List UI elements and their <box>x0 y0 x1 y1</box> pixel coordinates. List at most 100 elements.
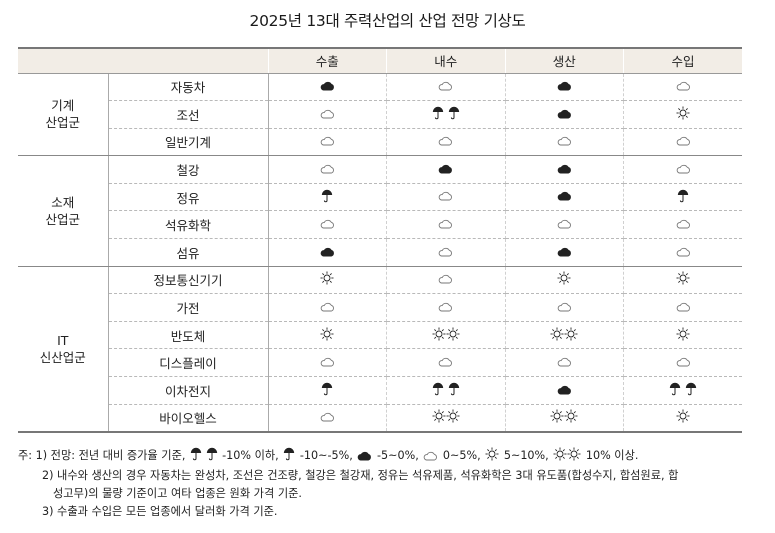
dark-cloud-icon <box>320 80 335 94</box>
dark-cloud-icon <box>320 246 335 260</box>
forecast-table-container: 수출 내수 생산 수입 기계 산업군 자동차 조선 일반기계 소재 산업군 철강 정유 석유화학… <box>18 47 742 433</box>
umbrella-icon <box>321 189 333 206</box>
forecast-cell-production <box>505 183 624 212</box>
table-row: 반도체 <box>18 321 742 350</box>
forecast-cell-import <box>623 376 742 405</box>
forecast-cell-domestic <box>386 128 506 157</box>
industry-name: 디스플레이 <box>108 348 269 378</box>
table-row: IT 신산업군 정보통신기기 <box>18 266 742 433</box>
forecast-cell-import <box>623 238 742 267</box>
forecast-cell-export <box>268 376 387 405</box>
dark-cloud-icon <box>557 190 572 204</box>
industry-name: 조선 <box>108 100 269 129</box>
cloud-icon <box>320 108 335 122</box>
footnote-2-line-1: 2) 내수와 생산의 경우 자동차는 완성차, 조선은 건조량, 철강은 철강재… <box>42 469 679 482</box>
industry-name: 이차전지 <box>108 376 269 405</box>
forecast-cell-export <box>268 348 387 378</box>
industry-group-label: IT 신산업군 <box>18 266 109 433</box>
forecast-cell-import <box>623 100 742 129</box>
legend-range-text: 10% 이상. <box>582 449 639 462</box>
table-row: 조선 <box>18 100 742 129</box>
industry-name: 철강 <box>108 155 269 184</box>
cloud-icon <box>438 356 453 370</box>
dark-cloud-icon <box>357 449 372 467</box>
cloud-icon <box>676 246 691 260</box>
cloud-icon <box>320 356 335 370</box>
forecast-cell-domestic <box>386 321 506 350</box>
sun-icon <box>557 271 571 288</box>
cloud-icon <box>676 135 691 149</box>
forecast-cell-import <box>623 348 742 378</box>
page-title: 2025년 13대 주력산업의 산업 전망 기상도 <box>249 12 526 30</box>
sun-icon <box>320 271 334 288</box>
cloud-icon <box>438 190 453 204</box>
forecast-cell-domestic <box>386 155 506 184</box>
forecast-cell-export <box>268 404 387 433</box>
column-header-production: 생산 <box>504 47 624 74</box>
dark-cloud-icon <box>557 80 572 94</box>
cloud-icon <box>438 135 453 149</box>
forecast-cell-import <box>623 73 742 102</box>
forecast-cell-export <box>268 73 387 102</box>
industry-name: 일반기계 <box>108 128 269 157</box>
forecast-cell-import <box>623 404 742 433</box>
industry-group-label-line: 신산업군 <box>39 349 86 365</box>
dark-cloud-icon <box>557 163 572 177</box>
forecast-cell-import <box>623 266 742 295</box>
forecast-cell-import <box>623 210 742 240</box>
dark-cloud-icon <box>557 246 572 260</box>
cloud-icon <box>438 80 453 94</box>
double-umbrella-icon <box>190 447 218 467</box>
forecast-cell-production <box>505 155 624 184</box>
cloud-icon <box>676 218 691 232</box>
sun-icon <box>676 409 690 426</box>
cloud-icon <box>676 301 691 315</box>
forecast-cell-domestic <box>386 376 506 405</box>
forecast-cell-domestic <box>386 348 506 378</box>
forecast-cell-production <box>505 128 624 157</box>
industry-group-label-line: 산업군 <box>45 211 80 227</box>
cloud-icon <box>320 411 335 425</box>
industry-name: 정보통신기기 <box>108 266 269 295</box>
dark-cloud-icon <box>557 108 572 122</box>
forecast-cell-domestic <box>386 73 506 102</box>
double-sun-icon <box>553 447 581 467</box>
double-sun-icon <box>550 327 578 344</box>
industry-name: 바이오헬스 <box>108 404 269 433</box>
sun-icon <box>320 327 334 344</box>
footnote-1-prefix: 주: 1) 전망: 전년 대비 증가율 기준, <box>18 449 186 462</box>
icon-legend: -10% 이하, -10~-5%, -5~0%, 0~5%, 5~10%, 10… <box>189 447 639 462</box>
cloud-icon <box>320 135 335 149</box>
table-row: 석유화학 <box>18 210 742 240</box>
double-sun-icon <box>432 409 460 426</box>
table-row: 가전 <box>18 293 742 322</box>
double-umbrella-icon <box>669 382 697 399</box>
sun-icon <box>676 327 690 344</box>
table-row: 일반기계 <box>18 128 742 157</box>
table-row: 정유 <box>18 183 742 212</box>
forecast-cell-domestic <box>386 238 506 267</box>
legend-range-text: -5~0%, <box>373 449 423 462</box>
table-row: 섬유 <box>18 238 742 267</box>
forecast-cell-production <box>505 73 624 102</box>
industry-name: 자동차 <box>108 73 269 102</box>
double-umbrella-icon <box>432 382 460 399</box>
forecast-cell-production <box>505 100 624 129</box>
forecast-cell-export <box>268 128 387 157</box>
forecast-cell-production <box>505 348 624 378</box>
forecast-cell-production <box>505 321 624 350</box>
footnote-3: 3) 수출과 수입은 모든 업종에서 달러화 가격 기준. <box>42 505 278 518</box>
industry-name: 석유화학 <box>108 210 269 240</box>
legend-range-text: -10% 이하, <box>218 449 283 462</box>
industry-group-label-line: IT <box>57 332 69 348</box>
double-sun-icon <box>432 327 460 344</box>
table-body: 기계 산업군 자동차 조선 일반기계 소재 산업군 철강 정유 석유화학 섬유 IT 신산업군 정보통신… <box>18 73 742 433</box>
forecast-cell-export <box>268 238 387 267</box>
industry-name: 정유 <box>108 183 269 212</box>
industry-name: 반도체 <box>108 321 269 350</box>
industry-group-label: 소재 산업군 <box>18 155 109 267</box>
column-header-domestic: 내수 <box>386 47 505 74</box>
cloud-icon <box>438 246 453 260</box>
industry-group-label-line: 기계 <box>51 98 75 114</box>
industry-group-label: 기계 산업군 <box>18 73 109 157</box>
